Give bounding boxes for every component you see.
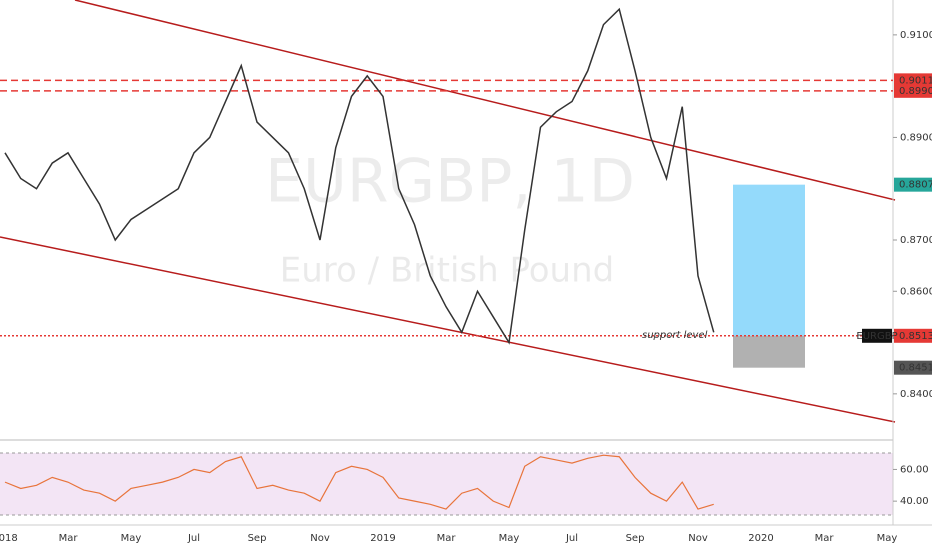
x-tick-label: Nov [688, 533, 708, 544]
price-label-bg [894, 328, 932, 343]
x-tick-label: Jul [565, 533, 578, 544]
x-tick-label: Sep [248, 533, 267, 544]
x-tick-label: Jul [187, 533, 200, 544]
series-line [4, 454, 714, 510]
x-tick-label: Sep [626, 533, 645, 544]
symbol-label: EURGBP [856, 331, 897, 342]
support-annotation: support level [642, 330, 708, 341]
channel-lower [0, 236, 896, 423]
x-tick-label: Mar [59, 533, 79, 544]
x-tick-label: Nov [310, 533, 330, 544]
y-tick-label: 40.00 [900, 496, 929, 507]
x-tick-label: 2018 [0, 533, 18, 544]
price-label-bg [894, 177, 932, 192]
y-tick-label: 60.00 [900, 464, 929, 475]
price-label: 0.88079 [899, 180, 932, 191]
channel-upper [74, 0, 896, 201]
description-watermark: Euro / British Pound [280, 251, 615, 291]
x-tick-label: May [121, 533, 142, 544]
x-tick-label: May [499, 533, 520, 544]
symbol-label-bg [862, 328, 892, 343]
stop-zone [733, 335, 805, 368]
price-label: 0.84510 [899, 363, 932, 374]
x-tick-label: Mar [437, 533, 457, 544]
x-tick-label: 2019 [370, 533, 395, 544]
y-tick-label: 0.91000 [900, 30, 932, 41]
target-zone [733, 184, 805, 336]
rsi-band [0, 453, 893, 515]
x-tick-label: May [877, 533, 898, 544]
price-label: 0.85132 [899, 331, 932, 342]
price-label-bg [894, 360, 932, 375]
price-label: 0.90113 [899, 75, 932, 86]
plot-layer: 2018 Mar May Jul Sep Nov 2019 Mar May Jul Sep Nov 20… [0, 7, 932, 544]
x-tick-label: 2020 [748, 533, 773, 544]
price-label: 0.89909 [899, 86, 932, 97]
series-line [4, 7, 715, 345]
symbol-watermark: EURGBP, 1D [265, 147, 635, 217]
x-tick-label: Mar [815, 533, 835, 544]
price-label-bg [894, 83, 932, 98]
